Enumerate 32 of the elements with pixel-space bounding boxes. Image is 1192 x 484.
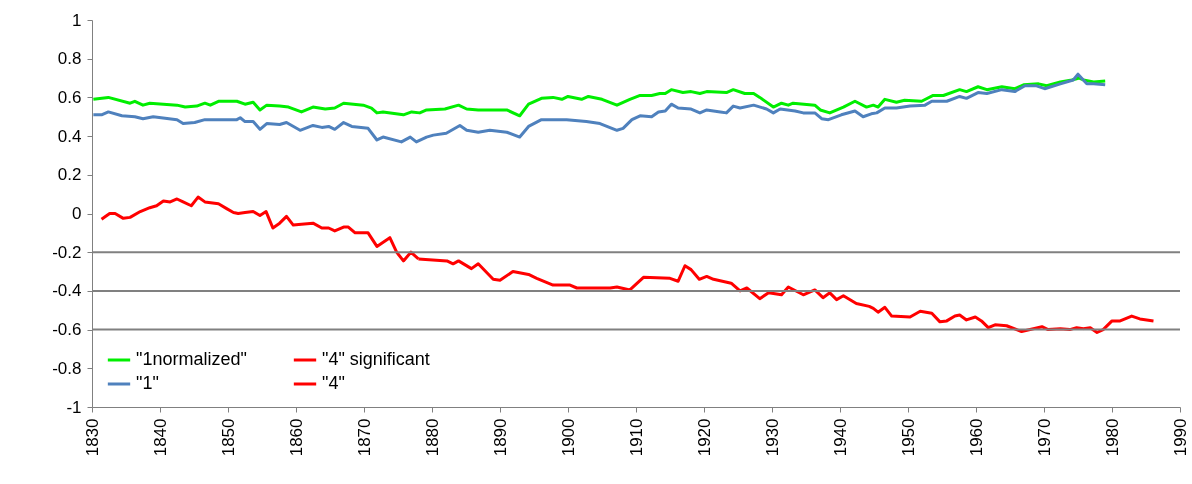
x-tick-label: 1910 bbox=[626, 418, 646, 457]
x-tick-label: 1900 bbox=[558, 418, 578, 457]
x-tick-label: 1990 bbox=[1170, 418, 1190, 457]
y-tick-label: 0.6 bbox=[57, 87, 82, 107]
x-tick-label: 1840 bbox=[150, 418, 170, 457]
x-tick-label: 1920 bbox=[694, 418, 714, 457]
x-tick-label: 1850 bbox=[218, 418, 238, 457]
x-tick-label: 1860 bbox=[286, 418, 306, 457]
x-tick-label: 1980 bbox=[1102, 418, 1122, 457]
y-tick-label: -1 bbox=[66, 397, 82, 417]
x-tick-label: 1890 bbox=[490, 418, 510, 457]
y-tick-label: 0 bbox=[72, 204, 82, 223]
y-tick-label: 0.2 bbox=[57, 165, 82, 185]
x-tick-label: 1940 bbox=[830, 418, 850, 457]
y-tick-label: 1 bbox=[72, 10, 82, 30]
legend-label: "4" significant bbox=[322, 349, 430, 369]
x-tick-label: 1950 bbox=[898, 418, 918, 457]
x-tick-label: 1960 bbox=[966, 418, 986, 457]
x-tick-label: 1880 bbox=[422, 418, 442, 457]
x-tick-label: 1870 bbox=[354, 418, 374, 457]
x-tick-label: 1830 bbox=[82, 418, 102, 457]
y-tick-label: 0.4 bbox=[57, 126, 82, 146]
legend-label: "1normalized" bbox=[136, 349, 247, 369]
legend-label: "4" bbox=[322, 373, 345, 393]
legend-label: "1" bbox=[136, 373, 159, 393]
y-tick-label: -0.2 bbox=[52, 242, 82, 262]
x-tick-label: 1930 bbox=[762, 418, 782, 457]
x-tick-label: 1970 bbox=[1034, 418, 1054, 457]
y-tick-label: 0.8 bbox=[57, 49, 82, 69]
y-tick-label: -0.6 bbox=[52, 320, 82, 340]
y-tick-label: -0.4 bbox=[52, 281, 82, 301]
y-tick-label: -0.8 bbox=[52, 358, 82, 378]
